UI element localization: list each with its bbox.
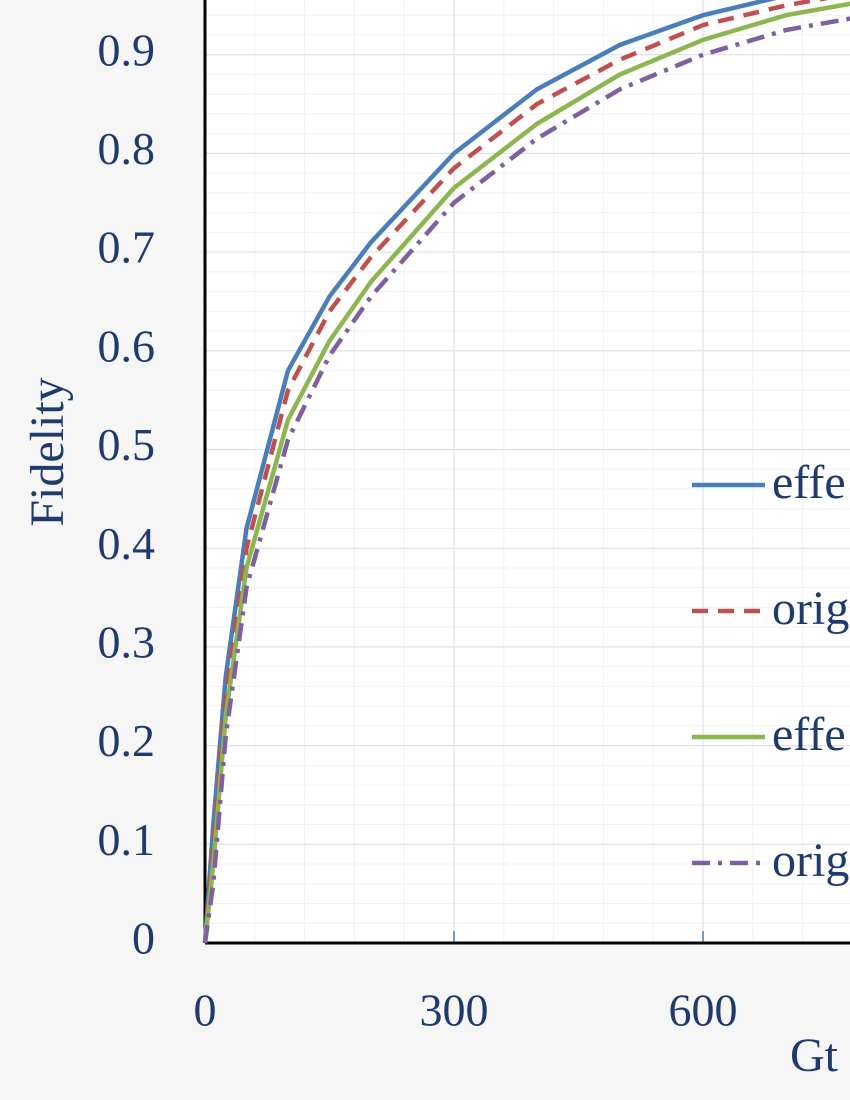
y-tick-label: 0.1 bbox=[98, 814, 156, 865]
x-axis-label: Gt bbox=[790, 1029, 839, 1082]
y-tick-label: 0.8 bbox=[98, 123, 156, 174]
series-line bbox=[202, 0, 777, 944]
y-tick-label: 0.9 bbox=[98, 24, 156, 75]
y-tick-label: 0.4 bbox=[98, 518, 156, 569]
y-tick-label: 0.5 bbox=[98, 419, 156, 470]
series-line bbox=[202, 1, 850, 944]
legend-label: orig bbox=[772, 582, 849, 635]
y-tick-label: 0.6 bbox=[98, 320, 156, 371]
series-line bbox=[202, 0, 829, 944]
y-axis-label: Fidelity bbox=[21, 377, 74, 526]
y-tick-label: 0.2 bbox=[98, 715, 156, 766]
x-tick-label: 0 bbox=[194, 985, 217, 1036]
legend-label: effe bbox=[772, 708, 846, 761]
legend-label: orig bbox=[772, 834, 849, 887]
x-tick-label: 300 bbox=[420, 985, 489, 1036]
legend-label: effe bbox=[772, 456, 846, 509]
y-tick-label: 0.3 bbox=[98, 616, 156, 667]
y-tick-label: 0.7 bbox=[98, 222, 156, 273]
plot-area bbox=[205, 0, 850, 943]
y-tick-label: 0 bbox=[132, 913, 155, 964]
x-tick-label: 600 bbox=[669, 985, 738, 1036]
